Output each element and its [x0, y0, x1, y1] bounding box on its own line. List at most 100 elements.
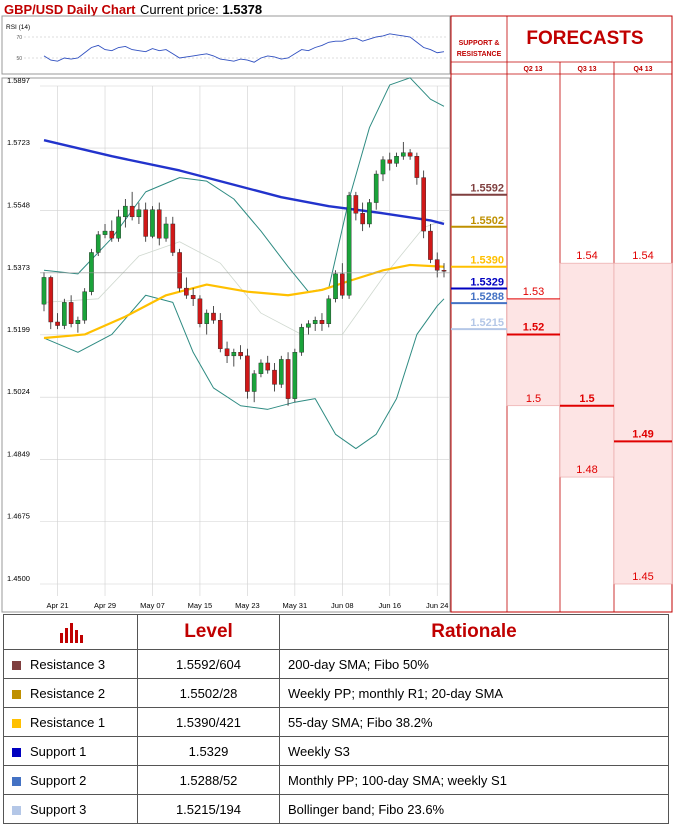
x-tick-label: Apr 29 — [94, 601, 116, 610]
forecast-value: 1.5 — [526, 393, 541, 405]
forecast-range — [559, 262, 615, 478]
candle-up — [367, 202, 372, 225]
forecast-value: 1.53 — [523, 286, 544, 298]
candle-down — [170, 223, 176, 253]
candle-down — [48, 277, 54, 323]
forecasts-header: FORECASTS — [526, 28, 643, 49]
candle-up — [251, 373, 257, 392]
support-resistance-header: SUPPORT & — [459, 40, 500, 47]
level-label: 1.5592 — [470, 183, 504, 195]
rsi-tick-70: 70 — [16, 35, 22, 41]
candle-up — [116, 216, 121, 239]
candle-down — [434, 259, 440, 271]
level-name-text: Resistance 1 — [30, 714, 106, 730]
level-value: 1.5215/194 — [137, 794, 280, 824]
rsi-panel — [1, 15, 451, 75]
candle-down — [407, 152, 413, 157]
sma55-line — [43, 263, 445, 340]
candle-up — [380, 159, 386, 175]
candle-down — [245, 355, 250, 392]
candle-down — [272, 369, 277, 385]
forecast-value: 1.48 — [576, 464, 597, 476]
y-tick-label: 1.5548 — [7, 200, 30, 209]
candle-up — [326, 298, 332, 324]
current-price-value: 1.5378 — [222, 2, 263, 17]
candle-down — [265, 362, 271, 371]
candle-down — [340, 273, 345, 296]
y-tick-label: 1.4500 — [7, 574, 30, 583]
level-row: Support 1 1.5329 Weekly S3 — [3, 736, 669, 766]
candle-up — [333, 273, 338, 300]
bollinger-middle-line — [43, 220, 445, 335]
forecast-value: 1.5 — [579, 393, 594, 405]
candle-down — [421, 177, 426, 232]
level-name-text: Resistance 3 — [30, 656, 106, 672]
bar-chart-icon — [3, 614, 138, 650]
candle-down — [211, 312, 216, 321]
forecast-value: 1.45 — [632, 571, 653, 583]
y-tick-label: 1.5373 — [7, 263, 30, 272]
level-row: Resistance 1 1.5390/421 55-day SMA; Fibo 3… — [3, 707, 669, 737]
forecast-value: 1.49 — [632, 428, 653, 440]
level-name-text: Support 1 — [30, 743, 87, 759]
candle-up — [394, 156, 399, 164]
rsi-line — [43, 33, 445, 63]
level-label: 1.5329 — [470, 276, 504, 288]
candle-down — [129, 205, 135, 218]
level-value: 1.5329 — [137, 736, 280, 766]
candle-up — [150, 209, 155, 237]
level-rationale: 200-day SMA; Fibo 50% — [279, 649, 669, 679]
rsi-tick-50: 50 — [16, 56, 22, 62]
candle-up — [312, 320, 318, 324]
candle-down — [319, 320, 325, 324]
forecast-range — [613, 262, 673, 585]
candle-down — [224, 348, 230, 357]
candle-up — [102, 230, 108, 235]
candle-up — [95, 234, 101, 253]
candle-down — [55, 321, 60, 326]
level-swatch — [12, 776, 21, 786]
bollinger-lower-band — [43, 294, 445, 450]
level-name: Support 2 — [3, 765, 138, 795]
candle-down — [353, 195, 359, 214]
candle-down — [428, 230, 433, 260]
candle-down — [190, 295, 196, 300]
level-name-text: Support 2 — [30, 772, 87, 788]
current-price: Current price: 1.5378 — [140, 2, 262, 17]
candle-up — [41, 277, 47, 305]
candle-down — [217, 320, 223, 349]
candle-up — [258, 362, 264, 374]
levels-table-header: Level Rationale — [3, 614, 669, 650]
x-tick-label: Jun 16 — [378, 601, 401, 610]
candle-down — [285, 359, 291, 399]
candle-down — [177, 252, 182, 289]
candle-up — [89, 252, 94, 292]
y-tick-label: 1.4675 — [7, 512, 30, 521]
candle-down — [197, 298, 203, 324]
y-tick-label: 1.4849 — [7, 450, 30, 459]
candle-down — [414, 156, 420, 178]
level-rationale: 55-day SMA; Fibo 38.2% — [279, 707, 669, 737]
y-tick-label: 1.5024 — [7, 387, 30, 396]
level-name-text: Resistance 2 — [30, 685, 106, 701]
x-tick-label: May 07 — [140, 601, 165, 610]
level-row: Support 3 1.5215/194 Bollinger band; Fibo … — [3, 794, 669, 824]
level-name: Resistance 3 — [3, 649, 138, 679]
candle-up — [75, 320, 81, 324]
y-tick-label: 1.5723 — [7, 138, 30, 147]
forecast-value: 1.54 — [632, 250, 653, 262]
candle-up — [62, 302, 67, 326]
y-tick-label: 1.5897 — [7, 76, 30, 85]
support-resistance-header-line2: RESISTANCE — [457, 51, 502, 58]
level-name: Support 3 — [3, 794, 138, 824]
candle-down — [109, 230, 115, 239]
rsi-label: RSI (14) — [6, 24, 30, 31]
level-rationale: Monthly PP; 100-day SMA; weekly S1 — [279, 765, 669, 795]
candle-up — [346, 195, 352, 296]
candle-up — [292, 352, 298, 399]
candle-up — [163, 223, 169, 239]
candle-up — [136, 209, 142, 218]
candle-up — [373, 173, 379, 203]
candle-down — [360, 213, 365, 225]
candle-down — [156, 209, 162, 239]
